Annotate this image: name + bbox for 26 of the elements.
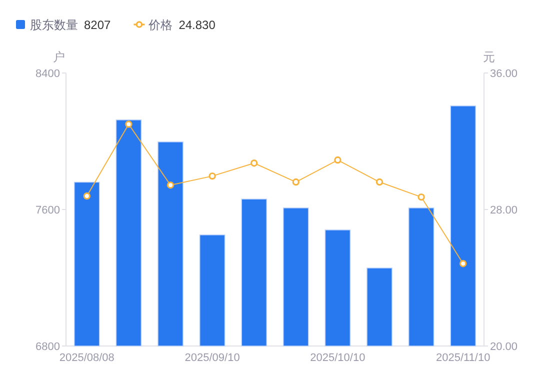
x-tick-label: 2025/10/10 bbox=[310, 352, 366, 364]
point bbox=[460, 260, 467, 268]
point bbox=[418, 193, 425, 201]
point bbox=[250, 159, 258, 167]
legend-label: 价格 bbox=[148, 18, 173, 32]
point bbox=[166, 182, 174, 189]
y2-axis-title: 元 bbox=[483, 50, 495, 64]
text: 8207 bbox=[84, 18, 112, 32]
point bbox=[292, 178, 300, 186]
y-tick-label: 7600 bbox=[36, 204, 60, 216]
point bbox=[208, 172, 216, 180]
x-tick-label: 2025/09/10 bbox=[184, 352, 240, 364]
point bbox=[83, 192, 90, 200]
x-tick-label: 2025/11/10 bbox=[436, 352, 490, 364]
x-tick-label: 2025/08/08 bbox=[59, 352, 114, 364]
y-tick-label: 8400 bbox=[36, 68, 60, 80]
point bbox=[334, 156, 342, 164]
point bbox=[125, 120, 132, 128]
legend-label: 股东数量 bbox=[30, 18, 78, 32]
y-tick-label: 6800 bbox=[36, 341, 60, 353]
text: 24.830 bbox=[178, 18, 216, 32]
point bbox=[376, 178, 384, 186]
y-axis-title: 户 bbox=[53, 50, 65, 64]
y2-tick-label: 36.00 bbox=[490, 68, 518, 80]
y2-tick-label: 28.00 bbox=[490, 204, 518, 216]
y2-tick-label: 20.00 bbox=[490, 341, 518, 353]
